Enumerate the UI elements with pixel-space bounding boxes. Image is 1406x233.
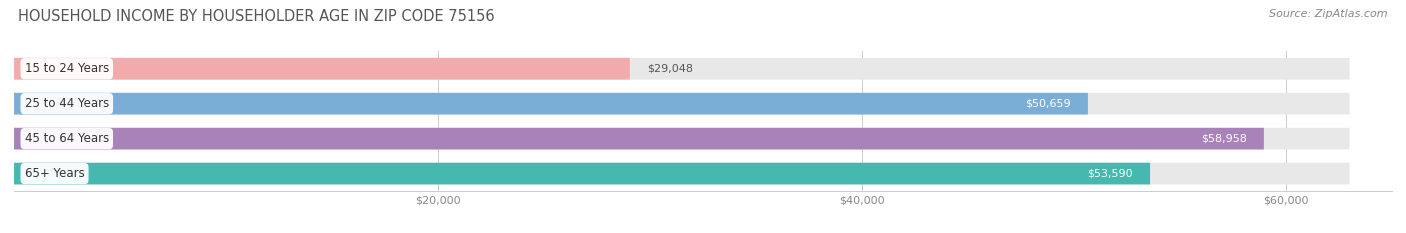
FancyBboxPatch shape [14,93,1350,115]
Text: Source: ZipAtlas.com: Source: ZipAtlas.com [1270,9,1388,19]
FancyBboxPatch shape [14,128,1350,150]
FancyBboxPatch shape [14,163,1150,185]
Text: 15 to 24 Years: 15 to 24 Years [25,62,108,75]
Text: $29,048: $29,048 [647,64,693,74]
Text: $50,659: $50,659 [1025,99,1071,109]
Text: 65+ Years: 65+ Years [25,167,84,180]
Text: 45 to 64 Years: 45 to 64 Years [25,132,108,145]
FancyBboxPatch shape [14,93,1088,115]
Text: HOUSEHOLD INCOME BY HOUSEHOLDER AGE IN ZIP CODE 75156: HOUSEHOLD INCOME BY HOUSEHOLDER AGE IN Z… [18,9,495,24]
FancyBboxPatch shape [14,58,1350,80]
Text: $53,590: $53,590 [1087,169,1133,178]
FancyBboxPatch shape [14,58,630,80]
Text: $58,958: $58,958 [1201,134,1247,144]
FancyBboxPatch shape [14,163,1350,185]
FancyBboxPatch shape [14,128,1264,150]
Text: 25 to 44 Years: 25 to 44 Years [25,97,108,110]
